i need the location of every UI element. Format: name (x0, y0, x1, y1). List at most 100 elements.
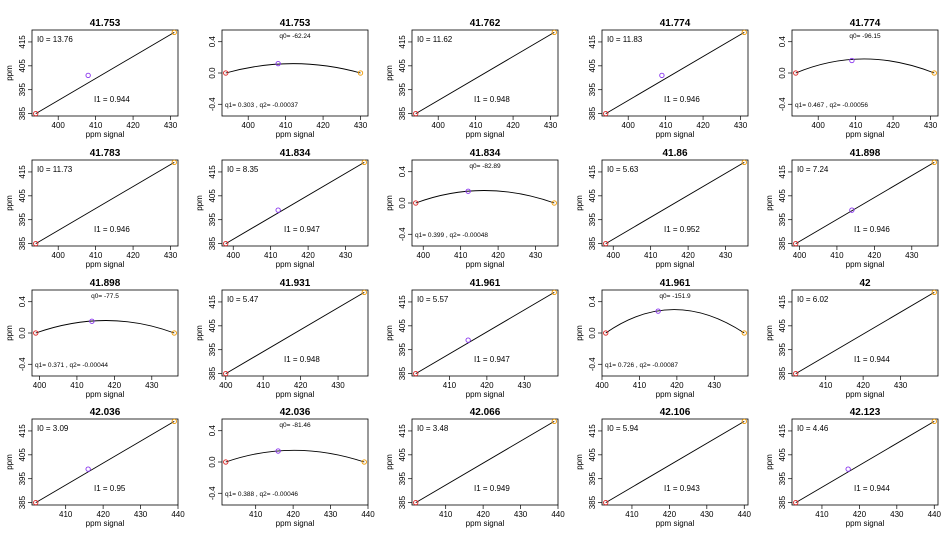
data-point (931, 418, 937, 425)
data-point (171, 159, 177, 166)
x-tick-label: 410 (249, 510, 263, 519)
x-tick-label: 410 (279, 121, 293, 130)
subplot-title: 41.753 (280, 18, 311, 29)
x-tick-label: 440 (171, 510, 185, 519)
y-tick-label: 385 (588, 106, 597, 120)
y-tick-label: 395 (208, 343, 217, 357)
plot-frame (31, 159, 179, 247)
x-axis-label: ppm signal (846, 390, 885, 399)
fit-line (605, 32, 745, 114)
x-tick-label: 400 (812, 121, 826, 130)
y-axis-label: ppm (5, 454, 14, 470)
subplot-14: 41.961 400 410 420 430 -0.4 0.0 0.4 ppm signal pp… (575, 278, 749, 399)
y-tick-label: 0.0 (208, 456, 217, 468)
data-point (845, 466, 851, 472)
intercept-label: I0 = 5.57 (417, 295, 449, 304)
data-point (171, 29, 177, 36)
x-axis-label: ppm signal (656, 390, 695, 399)
q0-label: q0= -81.46 (279, 422, 311, 429)
y-tick-label: 405 (398, 59, 407, 73)
subplot-title: 41.86 (662, 148, 687, 159)
q0-label: q0= -151.9 (659, 293, 691, 300)
x-tick-label: 430 (518, 381, 532, 390)
x-tick-label: 410 (256, 381, 270, 390)
subplot-11: 41.898 400 410 420 430 -0.4 0.0 0.4 ppm signal pp… (5, 278, 179, 399)
subplot-title: 41.762 (470, 18, 501, 29)
x-tick-label: 420 (856, 381, 870, 390)
x-tick-label: 410 (815, 510, 829, 519)
y-tick-label: 415 (778, 165, 787, 179)
y-tick-label: 0.4 (208, 36, 217, 48)
subplot-17: 42.036 410 420 430 440 -0.4 0.0 0.4 ppm signal q0… (208, 407, 375, 528)
x-tick-label: 400 (595, 381, 609, 390)
y-tick-label: -0.4 (208, 486, 217, 500)
subplot-16: 42.036 410 420 430 440 385 395 405 415 ppm signal… (5, 407, 185, 528)
x-tick-label: 400 (219, 381, 233, 390)
q1-q2-label: q1= 0.399 , q2= -0.00048 (415, 232, 488, 239)
data-point (361, 159, 367, 166)
data-point (465, 188, 471, 194)
fit-line (415, 421, 555, 503)
x-axis-label: ppm signal (656, 130, 695, 139)
subplot-6: 41.783 400 410 420 430 385 395 405 415 ppm signal… (5, 148, 179, 269)
y-tick-label: 415 (588, 35, 597, 49)
x-tick-label: 430 (719, 251, 733, 260)
y-tick-label: -0.4 (398, 227, 407, 241)
y-tick-label: -0.4 (588, 357, 597, 371)
data-point (551, 289, 557, 296)
x-tick-label: 430 (890, 510, 904, 519)
x-tick-label: 420 (294, 381, 308, 390)
y-tick-label: 405 (588, 189, 597, 203)
x-tick-label: 410 (264, 251, 278, 260)
y-tick-label: 405 (588, 448, 597, 462)
plot-frame (31, 418, 179, 506)
x-tick-label: 440 (928, 510, 942, 519)
x-axis-label: ppm signal (276, 519, 315, 528)
x-tick-label: 420 (681, 251, 695, 260)
x-tick-label: 410 (659, 121, 673, 130)
x-tick-label: 420 (868, 251, 882, 260)
y-tick-label: 415 (18, 35, 27, 49)
plot-frame (601, 418, 749, 506)
x-tick-label: 430 (708, 381, 722, 390)
x-tick-label: 440 (738, 510, 752, 519)
x-tick-label: 420 (853, 510, 867, 519)
y-axis-label: ppm (765, 454, 774, 470)
y-tick-label: 415 (588, 165, 597, 179)
x-tick-label: 420 (286, 510, 300, 519)
x-tick-label: 430 (734, 121, 748, 130)
x-axis-label: ppm signal (276, 130, 315, 139)
y-tick-label: 415 (208, 295, 217, 309)
fit-line (795, 162, 935, 244)
fit-line (225, 292, 365, 374)
data-point (741, 159, 747, 166)
x-tick-label: 410 (89, 251, 103, 260)
y-axis-label: ppm (765, 195, 774, 211)
y-axis-label: ppm (575, 325, 584, 341)
x-axis-label: ppm signal (656, 519, 695, 528)
y-tick-label: 0.4 (398, 166, 407, 178)
x-axis-label: ppm signal (466, 260, 505, 269)
data-point (275, 60, 281, 67)
intercept-label: I0 = 3.48 (417, 424, 449, 433)
slope-label: I1 = 0.948 (474, 95, 510, 104)
y-tick-label: 415 (18, 165, 27, 179)
q1-q2-label: q1= 0.467 , q2= -0.00056 (795, 102, 868, 109)
data-point (931, 289, 937, 296)
y-tick-label: 405 (18, 59, 27, 73)
y-axis-label: ppm (5, 65, 14, 81)
subplot-title: 41.898 (90, 278, 121, 289)
q0-label: q0= -77.5 (91, 293, 119, 300)
y-tick-label: 0.0 (778, 67, 787, 79)
y-tick-label: 415 (208, 165, 217, 179)
x-tick-label: 400 (52, 251, 66, 260)
subplot-2: 41.753 400 410 420 430 -0.4 0.0 0.4 ppm signal q0… (208, 18, 369, 139)
y-tick-label: 395 (778, 472, 787, 486)
x-tick-label: 400 (242, 121, 256, 130)
slope-label: I1 = 0.944 (854, 355, 890, 364)
x-tick-label: 400 (793, 251, 807, 260)
fit-line (795, 421, 935, 503)
subplot-title: 42.036 (90, 407, 121, 418)
y-tick-label: 0.4 (778, 36, 787, 48)
slope-label: I1 = 0.952 (664, 225, 700, 234)
